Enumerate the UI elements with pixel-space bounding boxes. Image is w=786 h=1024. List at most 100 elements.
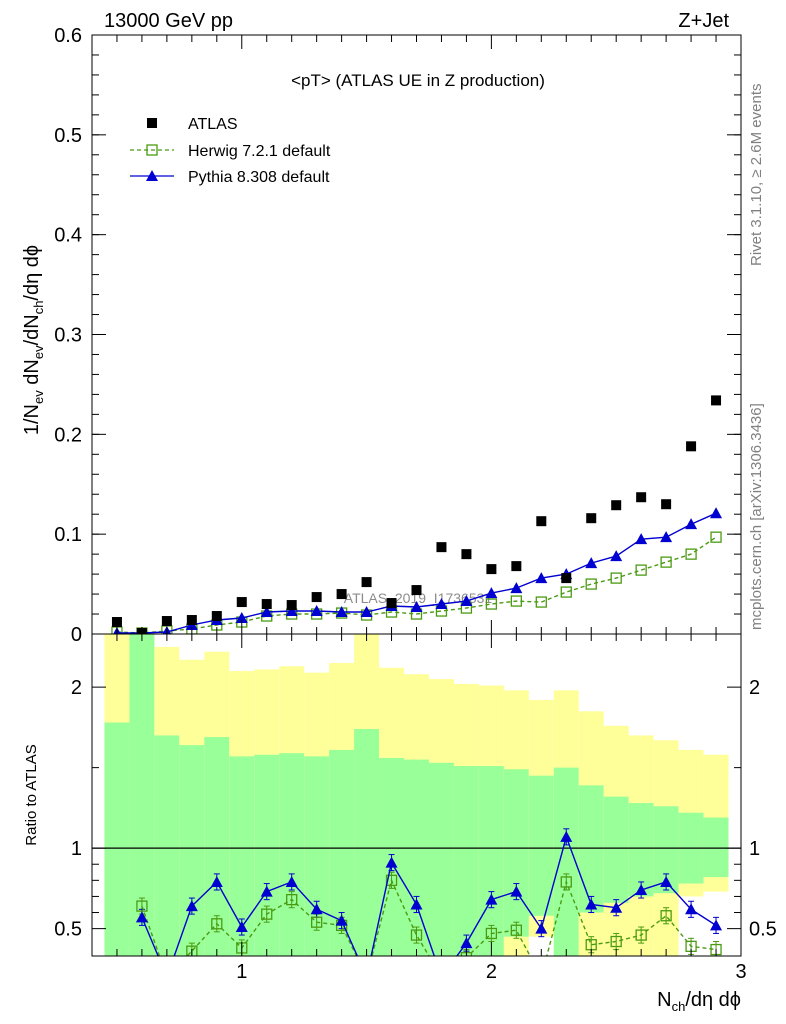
legend-label-pythia: Pythia 8.308 default [188, 169, 330, 186]
band-green [478, 766, 504, 956]
data-point-pythia [435, 598, 448, 610]
data-point-pythia-ratio [485, 893, 498, 905]
data-point-herwig-ratio [410, 929, 423, 941]
data-point-herwig-ratio [362, 972, 372, 982]
data-point-atlas [186, 615, 197, 626]
data-point-herwig-ratio [186, 945, 198, 956]
data-point-atlas [561, 573, 572, 584]
y-tick-label: 0.1 [54, 524, 82, 546]
series-line-pythia-ratio [141, 834, 717, 956]
ratio-y-tick-label: 0.5 [54, 919, 82, 941]
data-point-herwig [535, 596, 547, 608]
data-point-herwig [610, 572, 622, 584]
data-point-herwig [560, 586, 572, 598]
y-tick-label: 0.2 [54, 424, 82, 446]
data-point-atlas [536, 516, 547, 527]
data-point-herwig [635, 564, 647, 576]
data-point-pythia [485, 587, 498, 599]
band-green [104, 722, 130, 956]
data-point-pythia [660, 531, 673, 543]
x-axis-label: Nch/dη dϕ [657, 989, 741, 1014]
y-tick-label: 0.3 [54, 325, 82, 347]
data-point-atlas [386, 598, 397, 609]
x-tick-label: 2 [486, 961, 497, 983]
data-point-herwig [660, 556, 672, 568]
chart-title: <pT> (ATLAS UE in Z production) [291, 71, 545, 90]
data-point-pythia [585, 557, 598, 569]
data-point-herwig [685, 548, 697, 560]
band-green [279, 753, 305, 956]
y-tick-label: 0.4 [54, 225, 82, 247]
data-point-atlas [111, 617, 122, 628]
header-left: 13000 GeV pp [104, 10, 233, 32]
band-green [578, 785, 604, 913]
data-point-herwig-ratio [660, 910, 672, 922]
data-point-herwig-ratio [162, 972, 172, 982]
data-point-herwig-ratio [436, 972, 446, 982]
data-point-pythia-ratio [235, 921, 248, 933]
data-point-pythia-ratio [161, 971, 173, 982]
data-point-herwig-ratio [485, 927, 498, 940]
band-green [703, 817, 729, 878]
data-point-herwig-ratio [560, 876, 572, 888]
data-point-pythia-ratio [710, 919, 723, 931]
ratio-y-tick-label: 2 [71, 677, 82, 699]
legend-label-atlas: ATLAS [188, 116, 238, 133]
ratio-y-tick-label: 1 [71, 838, 82, 860]
data-point-herwig [510, 595, 522, 607]
data-point-atlas [211, 611, 222, 622]
data-point-herwig-ratio [385, 874, 398, 886]
ratio-y-tick-label-right: 2 [749, 677, 760, 699]
data-point-atlas [286, 600, 297, 611]
band-green [179, 745, 205, 956]
x-tick-label: 3 [735, 961, 746, 983]
data-point-pythia [260, 606, 273, 618]
data-point-herwig [585, 578, 597, 590]
band-green [154, 735, 180, 956]
data-point-pythia [360, 606, 373, 618]
data-point-pythia [610, 550, 623, 562]
data-point-atlas [586, 513, 597, 524]
data-point-herwig-ratio [211, 918, 223, 930]
data-point-atlas [311, 592, 322, 603]
data-point-atlas [511, 561, 522, 572]
data-point-pythia [635, 533, 648, 545]
data-point-herwig-ratio [311, 916, 323, 928]
data-point-herwig-ratio [635, 929, 647, 941]
data-point-pythia-ratio [260, 885, 273, 897]
data-point-pythia-ratio [560, 830, 573, 842]
data-point-pythia-ratio [185, 900, 198, 912]
header-right: Z+Jet [678, 10, 729, 32]
series-line-herwig-ratio [141, 878, 717, 956]
main-ylabel: 1/Nev dNev/dNch/dη dϕ [21, 245, 46, 435]
y-tick-label: 0.5 [54, 125, 82, 147]
data-point-atlas [236, 597, 247, 608]
data-point-atlas [636, 492, 647, 503]
data-point-pythia [460, 595, 473, 607]
legend: ATLAS Herwig 7.2.1 default Pythia 8.308 … [130, 116, 331, 186]
data-point-pythia-ratio [385, 856, 398, 868]
data-point-atlas [686, 441, 697, 452]
ratio-ylabel: Ratio to ATLAS [23, 744, 40, 845]
data-point-pythia [310, 605, 323, 617]
data-point-herwig-ratio [536, 972, 546, 982]
data-point-pythia [535, 572, 548, 584]
data-point-pythia-ratio [585, 898, 598, 910]
data-point-pythia-ratio [335, 914, 348, 926]
band-green [354, 728, 380, 956]
data-point-atlas [361, 577, 372, 588]
data-point-herwig [485, 598, 498, 610]
data-point-pythia-ratio [535, 922, 548, 934]
legend-marker-pythia [146, 170, 158, 181]
ratio-y-tick-label-right: 0.5 [749, 919, 777, 941]
x-tick-label: 1 [236, 961, 247, 983]
band-green [503, 769, 529, 937]
data-point-pythia-ratio [210, 875, 223, 887]
data-point-herwig-ratio [610, 935, 622, 948]
rivet-label: Rivet 3.1.10, ≥ 2.6M events [748, 84, 765, 267]
y-tick-label: 0.6 [54, 25, 82, 47]
band-green [603, 796, 629, 903]
band-green [628, 803, 654, 897]
data-point-atlas [436, 542, 447, 553]
